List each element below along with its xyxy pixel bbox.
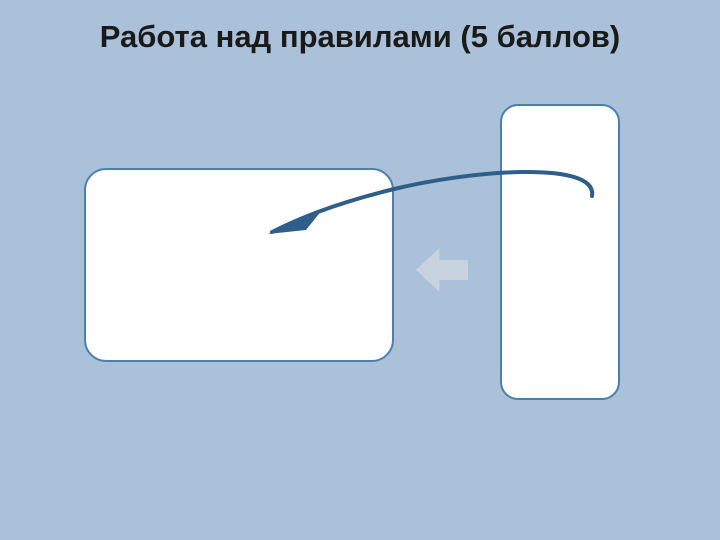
slide-title: Работа над правилами (5 баллов) [0,18,720,57]
slide: Работа над правилами (5 баллов) [0,0,720,540]
content-box-left [84,168,394,362]
content-box-right [500,104,620,400]
back-arrow-icon [416,248,468,292]
